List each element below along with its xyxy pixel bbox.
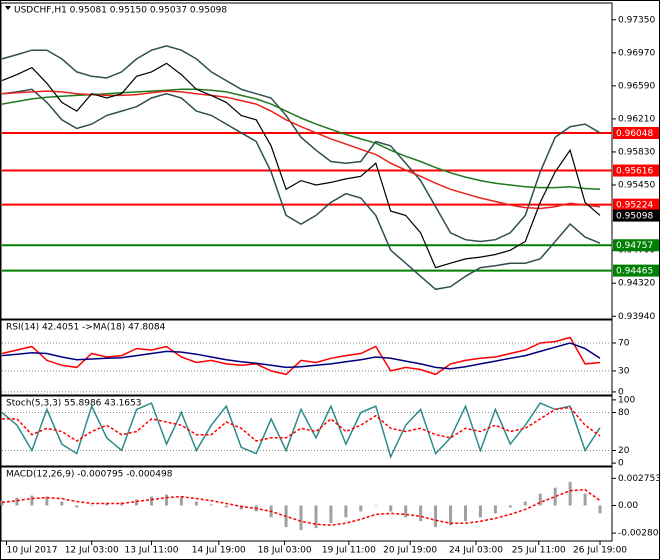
y-tick-label: 0.95450 [618, 180, 655, 190]
y-tick-label: 0.002753 [618, 474, 660, 484]
macd-bar [164, 494, 168, 506]
level-label-bg [613, 126, 659, 139]
level-label-bg [613, 264, 659, 277]
macd-bar [209, 504, 213, 506]
macd-bar [553, 487, 557, 506]
macd-bar [45, 496, 49, 506]
series-line [1, 336, 601, 376]
macd-bar [30, 495, 34, 506]
macd-bar [583, 493, 587, 506]
level-label: 0.94757 [616, 241, 653, 251]
y-tick-label: 70 [618, 338, 630, 348]
series-line [1, 88, 601, 291]
level-label: 0.95616 [616, 167, 653, 177]
macd-bar [404, 505, 408, 518]
macd-bar [344, 505, 348, 518]
last-price-label: 0.95098 [616, 212, 653, 222]
y-tick-label: 20 [618, 446, 630, 456]
y-tick-label: 0.96210 [618, 114, 655, 124]
macd-bar [105, 503, 109, 506]
series-line [1, 402, 601, 459]
x-tick-label: 18 Jul 03:00 [258, 546, 312, 556]
level-label: 0.95224 [616, 201, 653, 211]
y-tick-label: 0.95830 [618, 147, 655, 157]
y-tick-label: 0.97350 [618, 15, 655, 25]
y-tick-label: 30 [618, 366, 630, 376]
panel-title: USDCHF,H1 0.95081 0.95150 0.95037 0.9509… [14, 6, 227, 16]
series-line [1, 342, 601, 370]
menu-arrow [5, 6, 11, 10]
macd-bar [90, 505, 94, 506]
x-tick-label: 13 Jul 11:00 [125, 546, 179, 556]
y-tick-label: 0 [618, 459, 624, 469]
x-tick-label: 19 Jul 11:00 [322, 546, 376, 556]
series-line [1, 90, 601, 210]
panel-border [0, 2, 613, 320]
macd-bar [329, 505, 333, 524]
x-tick-label: 12 Jul 03:00 [65, 546, 119, 556]
macd-bar [314, 505, 318, 529]
y-tick-label: 0.96590 [618, 81, 655, 91]
macd-bar [508, 505, 512, 508]
macd-bar [493, 505, 497, 514]
macd-bar [478, 505, 482, 518]
macd-bar [135, 499, 139, 506]
level-label: 0.94465 [616, 267, 653, 277]
last-price-bg [613, 209, 659, 222]
macd-bar [15, 497, 19, 506]
macd-bar [523, 501, 527, 506]
macd-bar [0, 500, 4, 506]
series-line [1, 488, 601, 526]
macd-bar [60, 501, 64, 506]
level-label-bg [613, 239, 659, 252]
x-tick-label: 25 Jul 11:00 [512, 546, 566, 556]
panel-border [0, 395, 613, 467]
x-tick-label: 14 Jul 19:00 [192, 546, 246, 556]
x-tick-label: 24 Jul 03:00 [449, 546, 503, 556]
macd-bar [75, 505, 79, 508]
y-tick-label: 100 [618, 395, 635, 405]
panel-title: MACD(12,26,9) -0.000795 -0.000498 [6, 470, 173, 480]
macd-bar [150, 496, 154, 506]
macd-bar [374, 505, 378, 506]
series-line [1, 62, 601, 269]
panel-border [0, 319, 613, 396]
y-tick-label: 0.96970 [618, 48, 655, 58]
macd-bar [179, 496, 183, 506]
y-tick-label: 80 [618, 408, 630, 418]
panel-title: Stoch(5,3,3) 55.8986 43.1653 [6, 399, 141, 409]
macd-bar [419, 505, 423, 522]
x-tick-label: 26 Jul 19:00 [573, 546, 627, 556]
macd-bar [389, 505, 393, 512]
level-label: 0.96048 [616, 129, 653, 139]
x-tick-label: 20 Jul 19:00 [383, 546, 437, 556]
macd-bar [224, 505, 228, 508]
macd-bar [299, 505, 303, 531]
y-tick-label: -0.002803 [618, 529, 660, 539]
x-tick-label: 10 Jul 2017 [6, 546, 57, 556]
y-tick-label: 0 [618, 387, 624, 397]
series-line [1, 45, 601, 243]
macd-bar [359, 505, 363, 512]
macd-bar [434, 505, 438, 528]
macd-bar [538, 493, 542, 506]
level-label-bg [613, 198, 659, 211]
macd-bar [194, 501, 198, 506]
macd-bar [598, 505, 602, 514]
macd-bar [239, 505, 243, 510]
y-tick-label: 0.94320 [618, 279, 655, 289]
panel-title: RSI(14) 42.4051 ->MA(18) 47.8084 [6, 323, 166, 333]
y-tick-label: 0.93940 [618, 312, 655, 322]
macd-bar [449, 505, 453, 526]
level-label-bg [613, 164, 659, 177]
macd-bar [568, 481, 572, 506]
y-tick-label: 0.00 [618, 501, 638, 511]
macd-bar [463, 505, 467, 522]
series-line [1, 88, 601, 191]
